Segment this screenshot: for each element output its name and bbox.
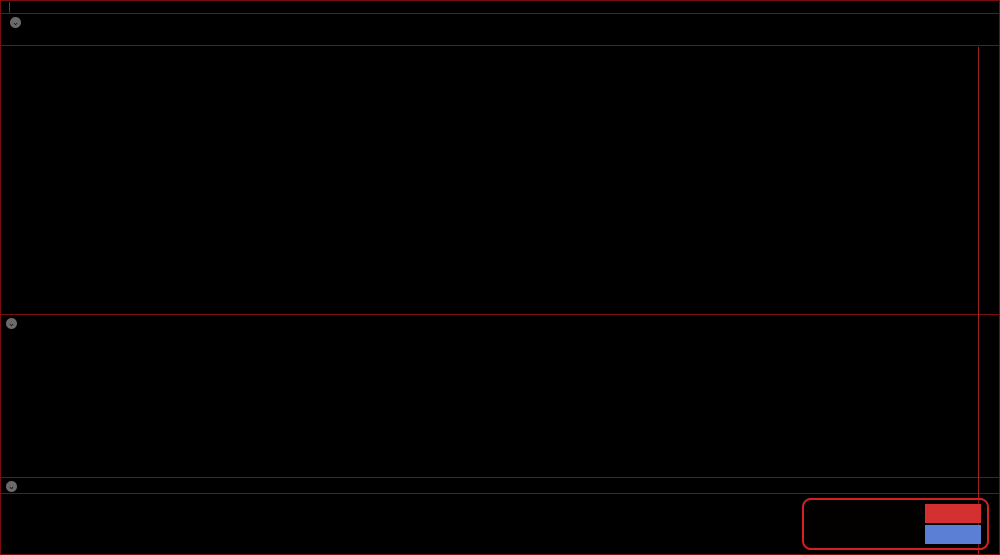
- watermark-badges: [925, 502, 981, 546]
- stock-info-row: ⌄: [1, 15, 999, 30]
- watermark-badge-indicator-share: [925, 504, 981, 523]
- panel-separator: [1, 477, 999, 478]
- panel-separator: [1, 314, 999, 315]
- quote-row: [1, 31, 999, 46]
- main-chart-canvas[interactable]: [1, 47, 978, 314]
- watermark-badge-teacher-course: [925, 525, 981, 544]
- toolbar-divider: |: [8, 1, 11, 13]
- xg-indicator-header: ⌄: [1, 479, 999, 494]
- price-axis-line: [978, 47, 979, 554]
- chevron-down-icon[interactable]: ⌄: [6, 317, 17, 329]
- watermark-box: [802, 498, 989, 550]
- sub-indicator-canvas[interactable]: [1, 331, 978, 477]
- chevron-down-icon[interactable]: ⌄: [10, 17, 21, 28]
- period-toolbar: |: [1, 1, 999, 14]
- sub-indicator-header: ⌄: [1, 315, 999, 331]
- chevron-down-icon[interactable]: ⌄: [6, 480, 17, 492]
